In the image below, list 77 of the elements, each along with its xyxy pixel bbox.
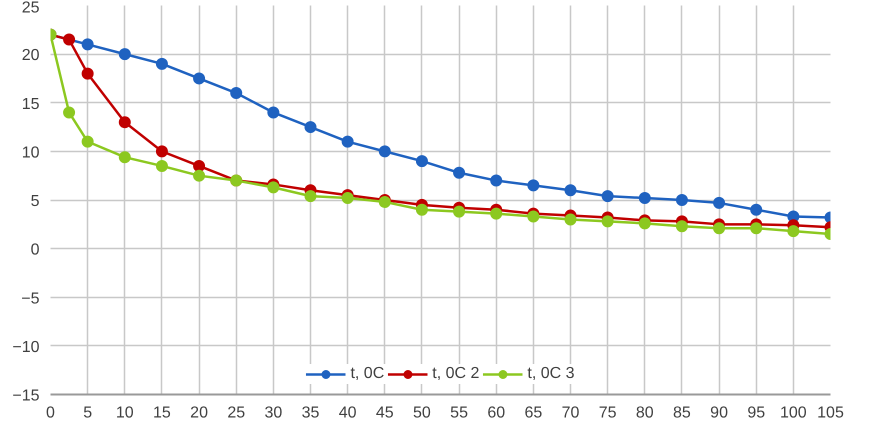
x-tick-label: 90 [710, 404, 728, 422]
point [713, 196, 726, 209]
y-tick-label: 5 [30, 193, 40, 210]
point [156, 58, 168, 70]
point [63, 34, 76, 46]
y-tick-label: 25 [22, 0, 40, 16]
x-tick-label: 55 [450, 404, 468, 422]
x-tick-label: 5 [83, 404, 92, 422]
y-tick-label: −5 [21, 290, 40, 308]
point [564, 184, 576, 196]
y-tick-label: 15 [22, 96, 40, 113]
x-tick-label: 85 [673, 404, 691, 422]
x-tick-label: 20 [190, 404, 208, 422]
x-tick-label: 35 [302, 404, 320, 422]
point [304, 190, 316, 202]
point [267, 181, 280, 194]
point [602, 190, 614, 202]
point [676, 194, 688, 206]
point [156, 145, 168, 158]
point [490, 174, 502, 187]
point [453, 166, 466, 179]
x-tick-label: 25 [227, 404, 246, 422]
y-tick-label: 10 [22, 144, 40, 162]
point [156, 160, 168, 172]
x-tick-label: 95 [747, 404, 766, 422]
point [638, 192, 651, 204]
x-tick-label: 70 [562, 404, 580, 422]
point [342, 192, 354, 204]
y-tick-label: −10 [12, 338, 40, 356]
point [63, 106, 76, 118]
point [304, 121, 316, 134]
x-tick-label: 100 [780, 404, 807, 422]
x-tick-label: 45 [376, 404, 394, 422]
legend-label: t, 0C [350, 365, 384, 383]
y-tick-label: 0 [30, 242, 40, 259]
point [750, 222, 762, 234]
x-tick-label: 80 [636, 404, 654, 422]
x-tick-label: 0 [46, 404, 56, 422]
legend-label: t, 0C 2 [432, 365, 480, 383]
legend-label: t, 0C 3 [527, 365, 575, 383]
x-tick-label: 10 [116, 404, 134, 422]
point [453, 206, 466, 218]
point [416, 155, 428, 168]
point [490, 208, 502, 220]
point [787, 225, 800, 238]
x-tick-label: 105 [817, 404, 844, 422]
y-tick-label: 20 [22, 47, 40, 64]
point [527, 179, 540, 192]
x-tick-label: 65 [524, 404, 542, 422]
x-tick-label: 60 [487, 404, 506, 422]
point [118, 116, 131, 128]
point [118, 151, 131, 164]
x-tick-label: 30 [264, 404, 282, 422]
point [602, 215, 614, 228]
x-tick-label: 75 [598, 404, 617, 422]
point [527, 210, 540, 223]
point [82, 68, 94, 80]
point [416, 204, 428, 216]
point [82, 38, 94, 50]
x-tick-label: 15 [153, 404, 171, 422]
point [676, 220, 688, 232]
point [193, 170, 206, 182]
point [378, 145, 391, 158]
point [267, 106, 280, 118]
point [750, 204, 762, 216]
point [193, 72, 206, 84]
point [342, 136, 354, 148]
x-tick-label: 50 [413, 404, 431, 422]
x-tick-label: 40 [338, 404, 357, 422]
point [713, 222, 726, 234]
y-tick-label: −15 [12, 388, 40, 404]
point [230, 87, 242, 100]
point [638, 217, 651, 230]
point [82, 136, 94, 148]
point [118, 48, 131, 60]
point [564, 213, 576, 226]
point [193, 160, 206, 172]
